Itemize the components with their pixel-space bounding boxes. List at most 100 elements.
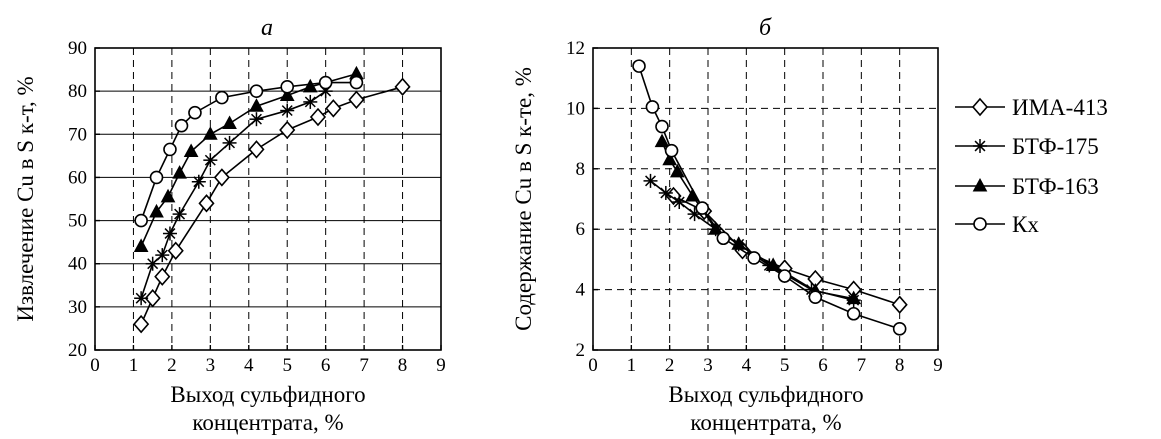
legend-item-има-413-label: ИМА-413: [1012, 95, 1108, 120]
chart-b-series-бтф-175-point: [658, 185, 673, 200]
chart-a-series-бтф-175-point: [303, 94, 318, 109]
chart-b-ytick-label: 6: [576, 219, 586, 240]
chart-a-series-бтф-175-point: [155, 248, 170, 263]
chart-b-series-кх-point: [716, 231, 731, 246]
chart-a-ytick-label: 60: [68, 167, 87, 188]
chart-a-series-бтф-175-point: [134, 291, 149, 306]
chart-b-series-бтф-163-line: [661, 141, 854, 300]
chart-a-series-кх-point: [249, 84, 264, 98]
chart-a-series-бтф-175-point: [172, 207, 187, 222]
chart-a-ytick-label: 40: [68, 254, 87, 275]
legend-item-бтф-163: БТФ-163: [955, 174, 1099, 199]
chart-b-series-кх-point: [664, 143, 679, 158]
chart-a-ytick-label: 70: [68, 124, 87, 145]
chart-a-ytick-label: 90: [68, 38, 87, 59]
chart-a-series-има-413: [133, 77, 411, 334]
chart-a-series-бтф-163-point: [202, 126, 218, 140]
chart-a-series-кх-point: [149, 170, 164, 185]
legend-item-кх: Кх: [955, 212, 1039, 237]
chart-a-ylabel: Извлечение Cu в S к-т, %: [13, 76, 38, 321]
chart-b-xtick-label: 4: [742, 355, 752, 376]
chart-a-series-бтф-175-point: [203, 153, 218, 168]
chart-a-series-бтф-175-point: [162, 226, 177, 241]
chart-a-xtick-label: 2: [167, 355, 177, 376]
chart-a-series-кх-point: [349, 75, 364, 90]
chart-a-ytick-label: 80: [68, 81, 87, 102]
chart-b-series-кх-point: [695, 201, 710, 215]
chart-b-xtick-label: 3: [703, 355, 713, 376]
chart-a-xlabel-line1: Выход сульфидного: [170, 382, 365, 407]
chart-b-xtick-label: 8: [895, 355, 905, 376]
chart-a-series-има-413-point: [248, 140, 265, 159]
chart-a-ytick-label: 50: [68, 211, 87, 232]
chart-b-xtick-label: 5: [780, 355, 790, 376]
chart-b-xtick-label: 7: [857, 355, 867, 376]
chart-a-series-има-413-point: [279, 120, 296, 140]
chart-a-series-кх-point: [318, 75, 333, 90]
chart-b-ytick-label: 8: [576, 159, 586, 180]
chart-b-xlabel-line1: Выход сульфидного: [668, 382, 863, 407]
chart-b-ytick-label: 10: [566, 98, 585, 119]
chart-b-xtick-label: 1: [627, 355, 637, 376]
chart-a-series-има-413-point: [213, 168, 230, 187]
chart-a-series-бтф-163-point: [149, 203, 164, 218]
chart-a-xtick-label: 3: [206, 355, 216, 376]
chart-b-grid: [593, 48, 938, 350]
chart-a-series-кх-line: [140, 81, 357, 221]
chart-b-series-кх-point: [777, 269, 792, 283]
chart-b-series-кх: [632, 59, 907, 336]
chart-b-series-кх-point: [808, 290, 823, 304]
legend-item-бтф-175: БТФ-175: [955, 134, 1099, 159]
chart-b-series-бтф-175-point: [672, 195, 687, 210]
chart-b-xtick-label: 2: [665, 355, 675, 376]
chart-a-frame: [94, 47, 442, 351]
chart-a-xtick-label: 4: [244, 355, 254, 376]
chart-a-xtick-label: 6: [321, 355, 331, 376]
legend: ИМА-413 БТФ-175 БТФ-163 Кх: [955, 95, 1108, 237]
chart-b-ytick-label: 2: [576, 340, 586, 361]
legend-item-бтф-163-label: БТФ-163: [1012, 174, 1099, 199]
chart-a: а 0 1 2 3 4 5 6 7 8 9 20 30 40 50 60 70 80 90 Выход сульф…: [13, 15, 446, 435]
chart-a-xtick-label: 9: [436, 355, 446, 376]
chart-a-series-има-413-point: [198, 194, 215, 213]
chart-a-series: [133, 65, 411, 334]
legend-item-бтф-175-marker: [973, 139, 987, 153]
chart-b-series-бтф-175-point: [643, 173, 658, 188]
chart-a-series-има-413-point: [154, 267, 171, 286]
chart-b-ytick-label: 4: [576, 280, 586, 301]
chart-a-series-има-413-point: [394, 77, 411, 97]
legend-item-кх-marker: [973, 217, 987, 231]
chart-a-series-има-413-point: [167, 241, 184, 260]
chart-b-series-бтф-163-point: [669, 163, 685, 178]
chart-b-series: [632, 59, 908, 336]
chart-a-series-бтф-163-point: [249, 98, 264, 112]
chart-b-xtick-label: 9: [933, 355, 943, 376]
chart-a-series-бтф-163-point: [133, 238, 149, 252]
chart-a-series-бтф-175-point: [191, 174, 206, 189]
chart-b-series-кх-point: [747, 251, 761, 265]
chart-a-series-кх-point: [163, 142, 177, 157]
chart-a-xtick-label: 0: [90, 355, 100, 376]
chart-a-series-бтф-175: [134, 84, 333, 306]
chart-a-series-кх-point: [188, 105, 202, 120]
chart-a-series-кх: [134, 75, 364, 228]
chart-b-series-бтф-163-point: [662, 151, 678, 166]
chart-b-frame: [592, 47, 939, 351]
chart-a-series-има-413-point: [325, 99, 342, 118]
chart-b-series-кх-point: [645, 100, 660, 114]
chart-a-series-има-413-point: [144, 289, 161, 308]
chart-a-series-бтф-175-point: [145, 256, 160, 271]
chart-a-xtick-label: 7: [359, 355, 369, 376]
chart-b-series-кх-point: [892, 322, 907, 336]
chart-a-series-бтф-175-point: [249, 112, 264, 127]
chart-b-xtick-label: 0: [588, 355, 598, 376]
chart-b-xlabel-line2: концентрата, %: [690, 410, 841, 435]
chart-b-ytick-label: 12: [566, 38, 585, 59]
chart-a-xtick-label: 1: [129, 355, 139, 376]
chart-a-series-има-413-point: [348, 90, 365, 109]
chart-a-series-бтф-175-point: [280, 103, 295, 118]
chart-a-series-бтф-163-point: [302, 78, 318, 93]
legend-item-има-413: ИМА-413: [955, 95, 1108, 120]
